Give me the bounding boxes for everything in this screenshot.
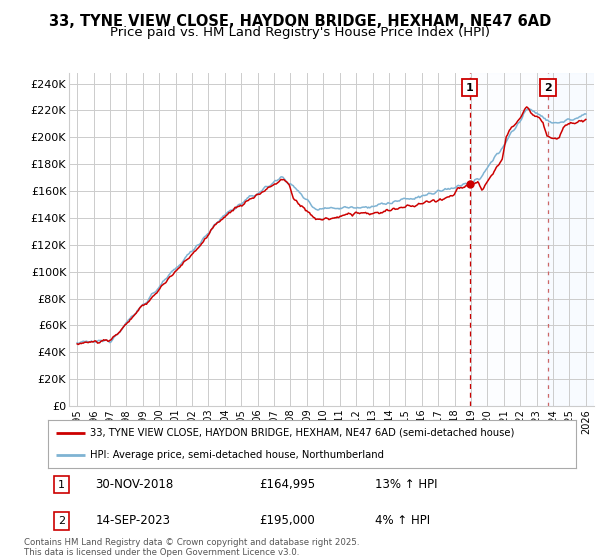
Text: 13% ↑ HPI: 13% ↑ HPI [376, 478, 438, 491]
Text: 1: 1 [58, 479, 65, 489]
Text: HPI: Average price, semi-detached house, Northumberland: HPI: Average price, semi-detached house,… [90, 450, 384, 460]
Text: 4% ↑ HPI: 4% ↑ HPI [376, 514, 430, 527]
Text: £164,995: £164,995 [259, 478, 316, 491]
Text: 1: 1 [466, 82, 473, 92]
Text: 2: 2 [58, 516, 65, 526]
Text: 2: 2 [544, 82, 552, 92]
Bar [470, 73, 548, 406]
Text: Contains HM Land Registry data © Crown copyright and database right 2025.
This d: Contains HM Land Registry data © Crown c… [24, 538, 359, 557]
Text: Price paid vs. HM Land Registry's House Price Index (HPI): Price paid vs. HM Land Registry's House … [110, 26, 490, 39]
Text: 33, TYNE VIEW CLOSE, HAYDON BRIDGE, HEXHAM, NE47 6AD: 33, TYNE VIEW CLOSE, HAYDON BRIDGE, HEXH… [49, 14, 551, 29]
Bar [548, 73, 594, 406]
Text: 33, TYNE VIEW CLOSE, HAYDON BRIDGE, HEXHAM, NE47 6AD (semi-detached house): 33, TYNE VIEW CLOSE, HAYDON BRIDGE, HEXH… [90, 428, 515, 438]
Text: £195,000: £195,000 [259, 514, 315, 527]
Text: 14-SEP-2023: 14-SEP-2023 [95, 514, 170, 527]
Text: 30-NOV-2018: 30-NOV-2018 [95, 478, 174, 491]
